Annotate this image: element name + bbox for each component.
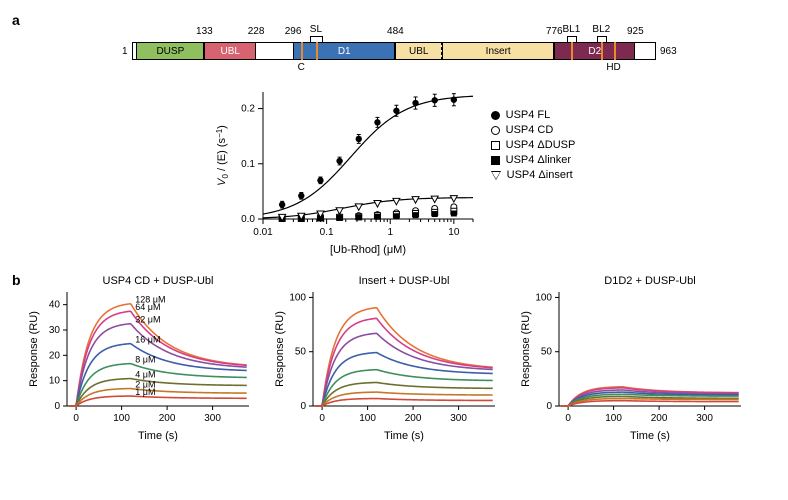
svg-text:20: 20: [48, 350, 60, 361]
domain-bracket-label: BL1: [562, 24, 580, 35]
svg-text:64 μM: 64 μM: [135, 302, 160, 312]
domain-seg-insert: Insert: [442, 42, 554, 60]
legend-item: USP4 ΔDUSP: [491, 139, 576, 151]
legend-marker: [491, 111, 500, 120]
domain-top-tick: 925: [627, 26, 644, 37]
svg-text:30: 30: [48, 325, 60, 336]
svg-text:16 μM: 16 μM: [135, 335, 160, 345]
svg-text:32 μM: 32 μM: [135, 315, 160, 325]
svg-text:200: 200: [650, 413, 667, 424]
svg-text:100: 100: [113, 413, 130, 424]
legend-item: USP4 Δlinker: [491, 154, 576, 166]
domain-start: 1: [122, 46, 128, 57]
svg-text:Time (s): Time (s): [630, 430, 670, 442]
domain-feature-line: [571, 42, 573, 60]
domain-top-tick: 133: [196, 26, 213, 37]
svg-text:300: 300: [204, 413, 221, 424]
svg-text:0: 0: [319, 413, 325, 424]
domain-feature-line: [614, 42, 616, 60]
svg-text:0: 0: [73, 413, 79, 424]
svg-text:10: 10: [448, 227, 460, 238]
svg-text:300: 300: [450, 413, 467, 424]
svg-text:0.0: 0.0: [241, 214, 255, 225]
svg-text:0: 0: [300, 401, 306, 412]
domain-feature-line: [316, 42, 318, 60]
svg-text:1: 1: [387, 227, 393, 238]
domain-seg-d1: D1: [293, 42, 395, 60]
panel-a-label: a: [12, 12, 20, 28]
svg-text:100: 100: [359, 413, 376, 424]
svg-text:0: 0: [546, 401, 552, 412]
svg-text:0.2: 0.2: [241, 104, 255, 115]
domain-bracket: [310, 36, 323, 42]
svg-text:300: 300: [696, 413, 713, 424]
domain-seg-d2: D2: [554, 42, 635, 60]
legend-label: USP4 Δlinker: [506, 154, 571, 166]
domain-feature-line: [301, 42, 303, 60]
legend-label: USP4 Δinsert: [507, 169, 573, 181]
spr-chart-0: USP4 CD + DUSP-Ubl 0 100 200 300 0 10 20 30 40 Tim…: [25, 272, 255, 447]
legend-label: USP4 FL: [506, 109, 551, 121]
legend-marker: [491, 171, 501, 180]
svg-text:Response (RU): Response (RU): [520, 311, 532, 387]
svg-text:100: 100: [289, 292, 306, 303]
svg-text:100: 100: [605, 413, 622, 424]
svg-text:10: 10: [48, 376, 60, 387]
svg-text:Insert + DUSP-Ubl: Insert + DUSP-Ubl: [358, 275, 449, 287]
legend-marker: [491, 126, 500, 135]
legend-item: USP4 FL: [491, 109, 576, 121]
svg-text:USP4 CD + DUSP-Ubl: USP4 CD + DUSP-Ubl: [102, 275, 213, 287]
domain-end: 963: [660, 46, 677, 57]
svg-text:0: 0: [565, 413, 571, 424]
domain-diagram: 1963DUSPUBLD1UBLInsertD21332282964847769…: [132, 14, 656, 74]
kinetics-legend: USP4 FL USP4 CD USP4 ΔDUSP USP4 Δlinker USP4…: [491, 106, 576, 262]
legend-item: USP4 Δinsert: [491, 169, 576, 181]
spr-chart-1: Insert + DUSP-Ubl 0 100 200 300 0 50 100 Time (s…: [271, 272, 501, 447]
svg-text:Time (s): Time (s): [384, 430, 424, 442]
svg-text:0: 0: [54, 401, 60, 412]
svg-text:200: 200: [404, 413, 421, 424]
svg-text:D1D2 + DUSP-Ubl: D1D2 + DUSP-Ubl: [604, 275, 695, 287]
spr-charts-row: USP4 CD + DUSP-Ubl 0 100 200 300 0 10 20 30 40 Tim…: [25, 272, 747, 447]
svg-text:200: 200: [158, 413, 175, 424]
svg-text:4 μM: 4 μM: [135, 370, 155, 380]
domain-seg-ubl: UBL: [204, 42, 256, 60]
svg-text:50: 50: [294, 347, 306, 358]
legend-marker: [491, 156, 500, 165]
legend-label: USP4 ΔDUSP: [506, 139, 576, 151]
legend-item: USP4 CD: [491, 124, 576, 136]
spr-chart-2: D1D2 + DUSP-Ubl 0 100 200 300 0 50 100 Time (s) R…: [517, 272, 747, 447]
domain-top-tick: 296: [285, 26, 302, 37]
svg-text:Response (RU): Response (RU): [274, 311, 286, 387]
svg-text:40: 40: [48, 300, 60, 311]
domain-bottom-tick: HD: [606, 62, 620, 73]
svg-text:Time (s): Time (s): [138, 430, 178, 442]
svg-text:0.01: 0.01: [253, 227, 273, 238]
domain-bracket-label: BL2: [592, 24, 610, 35]
domain-bracket: [567, 36, 577, 42]
svg-text:[Ub-Rhod] (μM): [Ub-Rhod] (μM): [330, 244, 406, 256]
svg-text:V0 / (E) (s−1): V0 / (E) (s−1): [215, 125, 230, 186]
panel-b-label: b: [12, 272, 21, 288]
domain-bracket: [597, 36, 607, 42]
svg-text:0.1: 0.1: [241, 159, 255, 170]
svg-text:1 μM: 1 μM: [135, 387, 155, 397]
domain-top-tick: 228: [248, 26, 265, 37]
legend-marker: [491, 141, 500, 150]
domain-seg-dusp: DUSP: [136, 42, 204, 60]
domain-bracket-label: SL: [310, 24, 322, 35]
domain-feature-line: [601, 42, 603, 60]
svg-text:0.1: 0.1: [319, 227, 333, 238]
svg-text:100: 100: [535, 292, 552, 303]
legend-label: USP4 CD: [506, 124, 554, 136]
svg-text:8 μM: 8 μM: [135, 355, 155, 365]
domain-top-tick: 776: [546, 26, 563, 37]
domain-seg-ubl: UBL: [395, 42, 442, 60]
domain-top-tick: 484: [387, 26, 404, 37]
domain-bottom-tick: C: [298, 62, 305, 73]
svg-text:50: 50: [540, 347, 552, 358]
svg-text:Response (RU): Response (RU): [28, 311, 40, 387]
kinetics-chart: 0.01 0.1 1 10 0.0 0.1 0.2 [Ub-Rhod] (μM) V0 / (E…: [213, 82, 483, 262]
